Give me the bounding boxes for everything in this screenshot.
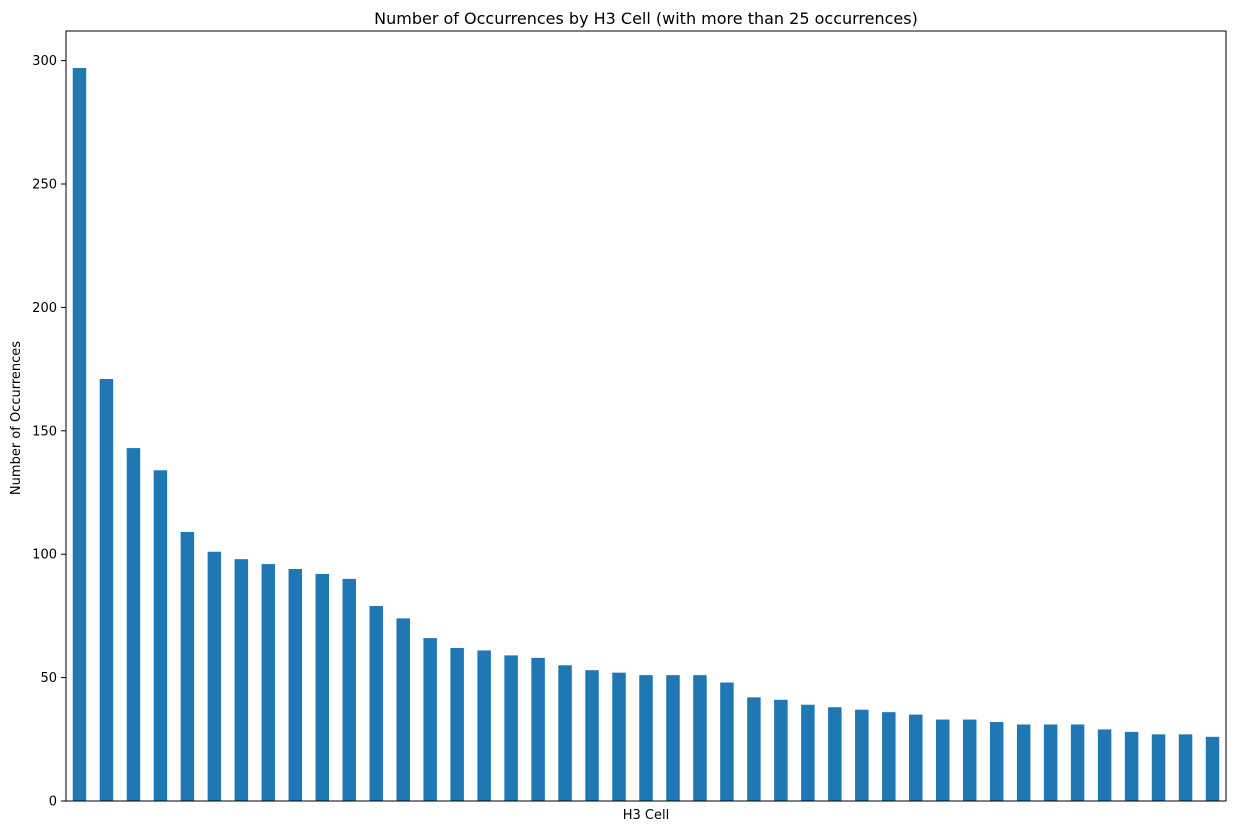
bar-7	[234, 559, 249, 801]
y-axis-label: Number of Occurrences	[9, 341, 24, 495]
bar-32	[909, 714, 923, 801]
y-tick-label: 150	[32, 424, 57, 439]
y-tick-label: 100	[32, 548, 57, 563]
y-axis-ticks: 0 50 100 150 200 250 300	[32, 54, 66, 810]
bar-34	[962, 719, 977, 801]
bar-12	[369, 606, 383, 801]
bar-41	[1151, 734, 1166, 801]
bar-11	[342, 578, 356, 801]
bar-15	[450, 647, 464, 801]
bar-24	[693, 675, 707, 801]
bar-31	[882, 712, 896, 801]
bar-5	[180, 531, 195, 801]
bar-17	[504, 655, 518, 801]
bar-27	[774, 699, 788, 801]
bar-19	[558, 665, 572, 801]
y-tick-label: 250	[32, 178, 57, 193]
bar-22	[639, 675, 653, 801]
bar-8	[261, 564, 276, 801]
bar-36	[1016, 724, 1031, 801]
bar-43	[1205, 736, 1220, 801]
bar-29	[828, 707, 842, 801]
bar-3	[126, 448, 141, 801]
bar-1	[72, 68, 87, 801]
bar-10	[315, 573, 330, 801]
bars	[72, 68, 1220, 801]
bar-2	[99, 378, 114, 801]
bar-35	[989, 722, 1004, 801]
plot-frame	[65, 30, 1227, 802]
chart-title: Number of Occurrences by H3 Cell (with m…	[374, 9, 918, 28]
y-tick-label: 300	[32, 54, 57, 69]
y-tick-label: 0	[49, 795, 57, 810]
bar-14	[423, 638, 437, 801]
bar-30	[855, 709, 869, 801]
y-tick-label: 200	[32, 301, 57, 316]
x-axis-label: H3 Cell	[623, 808, 669, 823]
bar-37	[1043, 724, 1058, 801]
bar-38	[1070, 724, 1085, 801]
bar-33	[936, 719, 950, 801]
bar-6	[207, 551, 222, 801]
bar-28	[801, 704, 815, 801]
bar-13	[396, 618, 410, 801]
bar-26	[747, 697, 761, 801]
y-tick-label: 50	[40, 671, 57, 686]
bar-23	[666, 675, 680, 801]
bar-20	[585, 670, 599, 801]
bar-40	[1124, 731, 1139, 801]
bar-25	[720, 682, 734, 801]
bar-16	[477, 650, 491, 801]
bar-39	[1097, 729, 1112, 801]
bar-42	[1178, 734, 1193, 801]
bar-9	[288, 569, 303, 801]
bar-4	[153, 470, 168, 801]
bar-21	[612, 672, 626, 801]
bar-18	[531, 657, 545, 801]
